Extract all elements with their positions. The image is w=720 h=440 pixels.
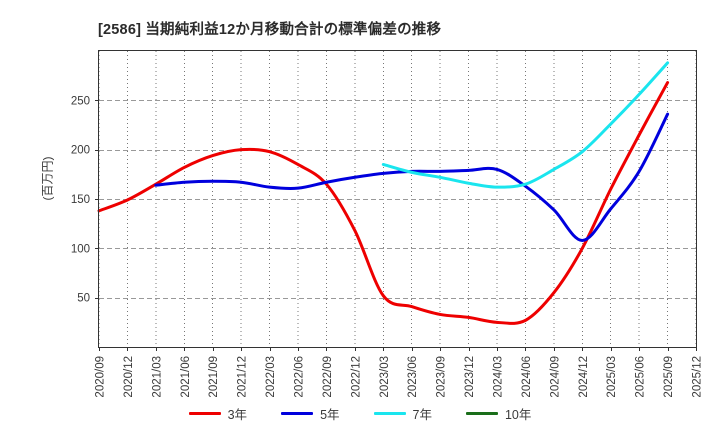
svg-text:2023/12: 2023/12 [464, 356, 476, 398]
svg-text:2024/06: 2024/06 [521, 356, 533, 398]
svg-text:2023/03: 2023/03 [379, 356, 391, 398]
svg-text:150: 150 [71, 194, 90, 206]
svg-text:2025/09: 2025/09 [663, 356, 675, 398]
svg-text:2023/09: 2023/09 [436, 356, 448, 398]
x-axis-ticks: 2020/09 2020/12 2021/03 2021/06 2021/09 2021/… [95, 347, 704, 398]
chart-title: [2586] 当期純利益12か月移動合計の標準偏差の推移 [98, 22, 442, 38]
chart-legend: 3年 5年 7年 10年 [0, 404, 720, 423]
svg-text:250: 250 [71, 95, 90, 107]
legend-item-5年[interactable]: 5年 [281, 404, 340, 423]
svg-text:2025/03: 2025/03 [606, 356, 618, 398]
plot-frame [98, 50, 697, 348]
svg-text:2022/12: 2022/12 [350, 356, 362, 398]
svg-text:2025/06: 2025/06 [635, 356, 647, 398]
legend-label: 10年 [504, 408, 532, 422]
svg-text:200: 200 [71, 145, 90, 157]
svg-text:2022/03: 2022/03 [265, 356, 277, 398]
svg-text:100: 100 [71, 243, 90, 255]
svg-text:2022/09: 2022/09 [322, 356, 334, 398]
svg-text:2021/03: 2021/03 [151, 356, 163, 398]
svg-text:2024/12: 2024/12 [578, 356, 590, 398]
legend-item-3年[interactable]: 3年 [188, 404, 248, 423]
svg-text:2024/03: 2024/03 [493, 356, 505, 398]
y-axis-ticks: 50 100 150 200 250 [71, 95, 99, 305]
svg-text:2023/06: 2023/06 [407, 356, 419, 398]
svg-text:2025/12: 2025/12 [692, 356, 704, 398]
legend-swatch-icon [465, 412, 498, 415]
legend-item-10年[interactable]: 10年 [465, 404, 532, 423]
legend-label: 3年 [227, 408, 248, 422]
svg-text:2021/12: 2021/12 [237, 356, 249, 398]
legend-label: 7年 [412, 408, 432, 422]
svg-text:50: 50 [77, 293, 90, 305]
svg-text:2021/09: 2021/09 [208, 356, 220, 398]
gridlines [98, 51, 697, 347]
svg-text:2022/06: 2022/06 [294, 356, 306, 398]
svg-text:2020/09: 2020/09 [95, 356, 107, 398]
svg-text:2020/12: 2020/12 [123, 356, 135, 398]
legend-label: 5年 [320, 408, 340, 422]
legend-item-7年[interactable]: 7年 [373, 404, 432, 423]
legend-swatch-icon [373, 412, 406, 415]
svg-text:2021/06: 2021/06 [180, 356, 192, 398]
legend-swatch-icon [188, 412, 221, 415]
svg-text:2024/09: 2024/09 [549, 356, 561, 398]
legend-swatch-icon [281, 412, 314, 415]
series-lines [97, 61, 670, 325]
